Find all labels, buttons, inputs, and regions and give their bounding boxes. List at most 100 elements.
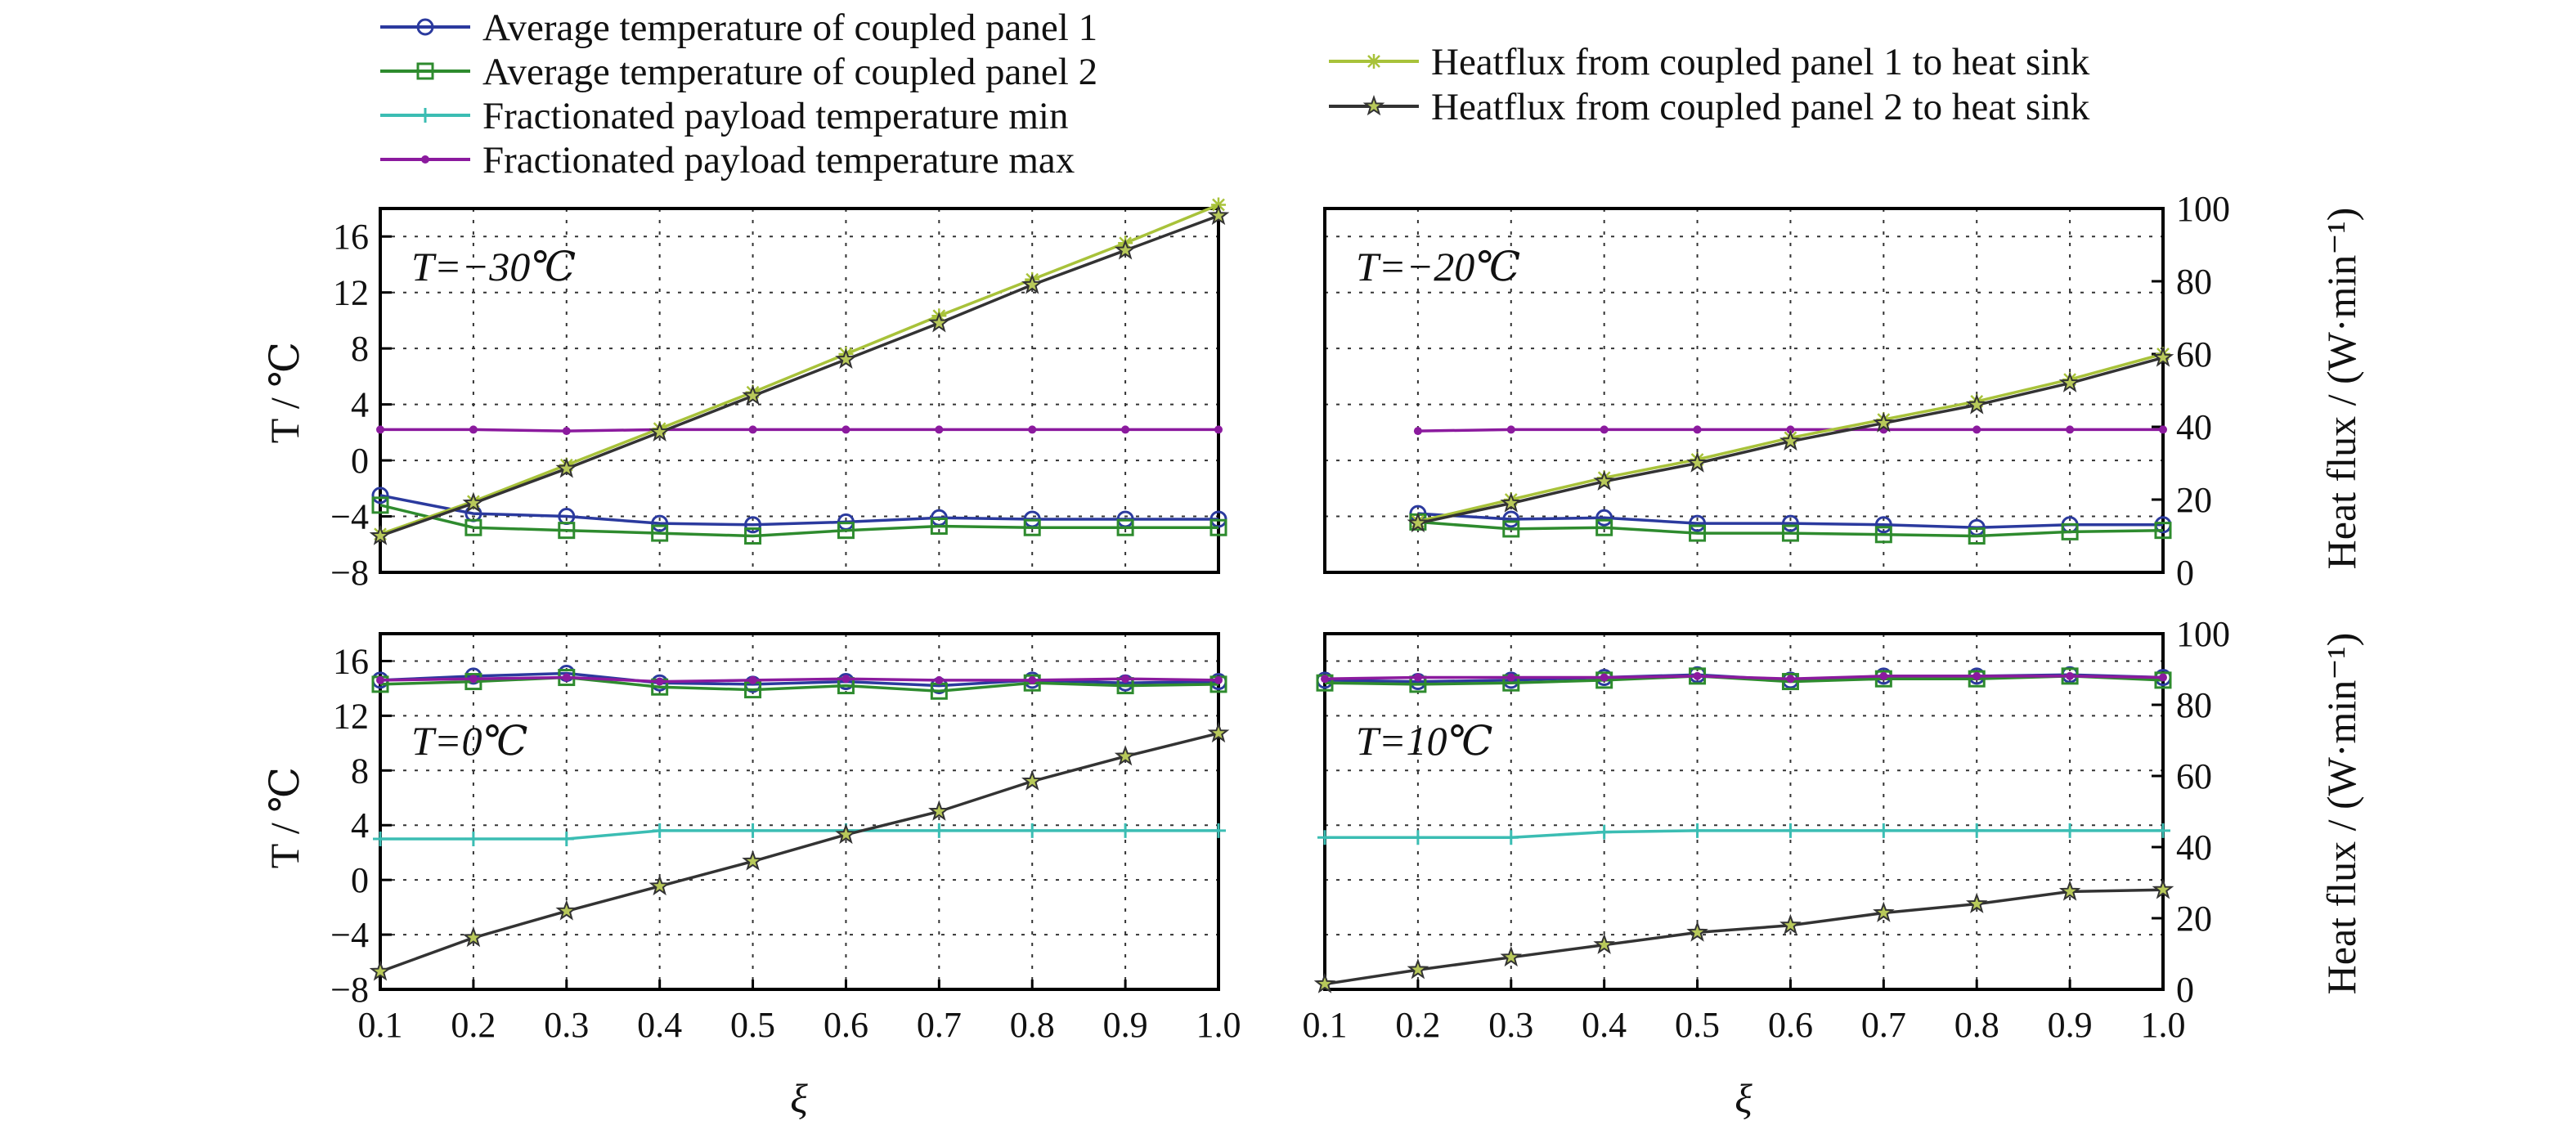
x-tick-label: 1.0	[2141, 1005, 2186, 1045]
y-tick-label: 16	[333, 217, 369, 257]
series	[373, 823, 1226, 846]
legend-item: Fractionated payload temperature min	[380, 95, 1068, 137]
x-tick-label: 0.9	[2048, 1005, 2093, 1045]
data-point	[935, 425, 944, 434]
data-point	[1968, 670, 1986, 688]
data-point	[1689, 524, 1707, 542]
data-point	[1968, 527, 1986, 545]
series-line	[1325, 829, 2163, 840]
data-point	[371, 487, 389, 504]
data-point	[1413, 673, 1422, 682]
data-point	[930, 518, 948, 536]
series	[1413, 425, 2167, 436]
y-axis-label: T / ℃	[262, 342, 307, 443]
series-line	[1417, 512, 2163, 529]
y-tick-label: 0	[351, 441, 369, 481]
data-point	[1407, 958, 1429, 980]
data-point	[464, 673, 482, 691]
series-line	[380, 829, 1218, 841]
grid	[380, 634, 1218, 989]
data-point	[1593, 469, 1615, 491]
data-point	[1966, 892, 1988, 913]
legend-item: Average temperature of coupled panel 2	[380, 51, 1097, 93]
data-point	[1593, 933, 1615, 954]
data-point	[1874, 526, 1892, 544]
data-point	[2152, 878, 2174, 899]
data-point	[928, 800, 950, 821]
data-point	[648, 874, 671, 896]
data-point	[1214, 425, 1223, 434]
data-point	[465, 831, 481, 846]
data-point	[1595, 671, 1613, 689]
data-point	[376, 425, 384, 434]
data-point	[562, 427, 571, 436]
data-point	[744, 516, 762, 534]
panel-annotation: T=0℃	[411, 718, 527, 764]
legend-label: Heatflux from coupled panel 2 to heat si…	[1431, 86, 2090, 128]
series-line	[379, 671, 1219, 688]
data-point	[1874, 516, 1892, 534]
data-point	[1118, 823, 1133, 838]
x-tick-label: 1.0	[1196, 1005, 1241, 1045]
data-point	[1690, 823, 1705, 838]
x-tick-label: 0.8	[1954, 1005, 1999, 1045]
data-point	[835, 823, 857, 845]
data-point	[2159, 673, 2167, 682]
axis-titles: T / ℃ T / ℃ Heat flux / (W·min⁻¹) Heat flux…	[262, 208, 2364, 1121]
chart-panels: 1612840−4−8T=−30℃100806040200T=−20℃16128…	[330, 189, 2230, 1045]
data-point	[1413, 427, 1422, 436]
data-point	[2154, 671, 2172, 689]
y-right-axis-label: Heat flux / (W·min⁻¹)	[2318, 208, 2364, 570]
data-point	[1317, 830, 1332, 845]
y-right-tick-label: 80	[2176, 262, 2212, 302]
data-point	[1209, 518, 1227, 536]
series	[1313, 878, 2174, 993]
data-point	[1693, 671, 1702, 680]
data-point	[1207, 204, 1230, 226]
data-point	[745, 823, 761, 838]
x-tick-label: 0.9	[1103, 1005, 1148, 1045]
data-point	[373, 831, 388, 846]
data-point	[1211, 823, 1226, 838]
x-tick-label: 0.3	[1488, 1005, 1533, 1045]
legend-label: Fractionated payload temperature max	[482, 139, 1075, 182]
data-point	[462, 491, 485, 513]
legend-label: Fractionated payload temperature min	[482, 95, 1068, 137]
data-point	[469, 425, 478, 434]
data-point	[1023, 674, 1041, 692]
data-point	[371, 496, 389, 514]
series	[371, 496, 1227, 545]
data-point	[2152, 346, 2174, 367]
y-tick-label: −4	[330, 915, 369, 955]
x-tick-label: 0.6	[1768, 1005, 1813, 1045]
data-point	[1693, 425, 1702, 434]
data-point	[559, 831, 574, 846]
data-point	[1689, 514, 1707, 532]
x-tick-label: 0.3	[544, 1005, 589, 1045]
data-point	[1313, 972, 1336, 993]
data-point	[555, 457, 577, 478]
x-tick-label: 0.5	[1675, 1005, 1720, 1045]
legend-marker	[416, 62, 434, 80]
data-point	[1786, 675, 1795, 684]
data-point	[1600, 425, 1609, 434]
grid	[1325, 634, 2163, 989]
data-point	[1114, 239, 1137, 260]
legend-marker	[418, 108, 433, 123]
data-point	[1595, 509, 1613, 527]
y-tick-label: 8	[351, 751, 369, 791]
data-point	[931, 823, 947, 838]
x-axis-label: ξ	[1735, 1075, 1752, 1121]
legend-label: Heatflux from coupled panel 1 to heat si…	[1431, 41, 2090, 83]
data-point	[1121, 675, 1130, 684]
data-point	[835, 348, 857, 370]
x-tick-label: 0.7	[1861, 1005, 1906, 1045]
data-point	[2066, 425, 2075, 434]
chart-panel: 16 12 8 4 0 −4 −8 T=−30℃	[330, 197, 1230, 593]
data-point	[1595, 518, 1613, 536]
data-point	[1023, 518, 1041, 536]
data-point	[1876, 823, 1892, 838]
data-point	[2061, 522, 2079, 540]
data-point	[748, 675, 757, 684]
x-tick-label: 0.2	[1395, 1005, 1440, 1045]
